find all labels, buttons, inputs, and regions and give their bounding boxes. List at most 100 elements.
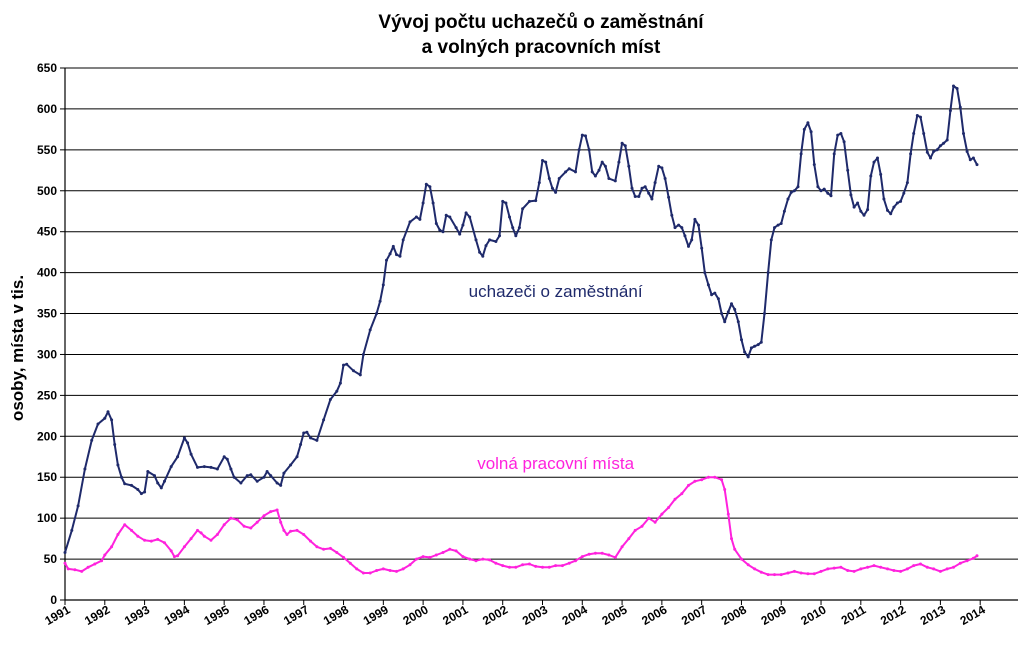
data-point bbox=[361, 353, 365, 356]
data-point bbox=[146, 470, 150, 473]
data-point bbox=[172, 555, 176, 559]
data-point bbox=[822, 187, 826, 191]
data-point bbox=[285, 533, 289, 536]
data-point bbox=[322, 418, 326, 422]
data-point bbox=[444, 213, 448, 217]
data-point bbox=[925, 565, 929, 569]
data-point bbox=[458, 232, 462, 236]
data-point bbox=[461, 223, 465, 227]
data-point bbox=[282, 528, 286, 532]
data-point bbox=[269, 474, 273, 478]
data-point bbox=[401, 567, 405, 571]
data-point bbox=[955, 87, 959, 90]
data-point bbox=[242, 524, 246, 528]
data-point bbox=[130, 483, 133, 487]
data-point bbox=[872, 160, 876, 164]
data-point bbox=[295, 528, 299, 532]
data-point bbox=[441, 551, 445, 554]
data-point bbox=[740, 338, 743, 342]
data-point bbox=[749, 346, 753, 350]
y-tick-labels: 0 50 100 150 200 250 300 350 400 450 500 550 600 650 bbox=[37, 61, 57, 607]
data-point bbox=[683, 234, 687, 238]
data-point bbox=[902, 191, 906, 195]
data-point bbox=[945, 567, 949, 571]
data-point bbox=[123, 523, 127, 527]
data-point bbox=[385, 258, 388, 262]
data-point bbox=[889, 212, 893, 216]
data-point bbox=[484, 244, 488, 248]
data-point bbox=[706, 283, 710, 287]
data-point bbox=[534, 564, 538, 568]
data-point bbox=[358, 373, 362, 377]
data-point bbox=[925, 150, 929, 154]
data-point bbox=[899, 199, 903, 203]
data-point bbox=[368, 328, 372, 332]
data-point bbox=[726, 310, 730, 314]
data-point bbox=[786, 197, 790, 201]
data-point bbox=[305, 430, 309, 434]
data-point bbox=[746, 355, 750, 359]
data-point bbox=[886, 567, 889, 571]
data-point bbox=[673, 497, 677, 501]
data-point bbox=[547, 177, 551, 180]
data-point bbox=[912, 564, 916, 568]
data-point bbox=[282, 471, 286, 475]
x-tick-label: 1992 bbox=[82, 602, 112, 628]
y-tick-label: 150 bbox=[37, 470, 57, 484]
chart-title-line-2: a volných pracovních míst bbox=[422, 37, 661, 58]
x-tick-label: 1997 bbox=[281, 602, 311, 628]
data-point bbox=[428, 555, 432, 559]
data-point bbox=[511, 226, 515, 230]
data-point bbox=[852, 569, 856, 573]
data-point bbox=[587, 148, 591, 152]
x-tick-label: 2005 bbox=[599, 602, 629, 628]
data-point bbox=[680, 226, 684, 230]
data-point bbox=[249, 526, 253, 530]
data-point bbox=[249, 473, 253, 477]
data-point bbox=[697, 223, 700, 227]
data-point bbox=[90, 438, 94, 442]
data-point bbox=[401, 238, 405, 242]
data-point bbox=[342, 555, 345, 559]
annotation-2: volná pracovní místa bbox=[477, 454, 634, 473]
data-point bbox=[225, 457, 229, 461]
data-point bbox=[593, 551, 597, 555]
data-point bbox=[434, 553, 438, 557]
data-point bbox=[186, 441, 190, 445]
data-point bbox=[574, 559, 577, 563]
data-point bbox=[209, 538, 213, 542]
data-point bbox=[670, 213, 674, 217]
data-point bbox=[454, 549, 458, 553]
data-point bbox=[958, 561, 962, 565]
data-point bbox=[720, 478, 724, 482]
data-point bbox=[597, 168, 601, 172]
data-point bbox=[660, 512, 664, 516]
data-point bbox=[136, 488, 140, 491]
data-point bbox=[968, 158, 972, 162]
data-point bbox=[527, 199, 531, 203]
x-tick-label: 1995 bbox=[202, 602, 232, 628]
data-point bbox=[733, 307, 737, 311]
data-point bbox=[508, 565, 511, 569]
series-annotations: uchazeči o zaměstnání volná pracovní míst… bbox=[469, 282, 643, 473]
data-point bbox=[650, 197, 654, 201]
data-point bbox=[796, 185, 800, 189]
data-point bbox=[501, 199, 505, 203]
x-tick-label: 1994 bbox=[162, 602, 192, 628]
data-point bbox=[640, 524, 644, 528]
data-point bbox=[912, 132, 916, 135]
data-point bbox=[663, 177, 667, 180]
data-point bbox=[120, 475, 123, 479]
data-point bbox=[96, 422, 100, 426]
data-point bbox=[653, 520, 657, 524]
data-point bbox=[541, 159, 544, 162]
data-point bbox=[766, 271, 770, 275]
data-point bbox=[199, 531, 203, 535]
y-tick-label: 0 bbox=[50, 593, 57, 607]
data-point bbox=[461, 555, 465, 559]
data-point bbox=[766, 573, 770, 577]
data-point bbox=[647, 191, 651, 195]
data-point bbox=[110, 545, 114, 549]
data-point bbox=[494, 561, 498, 565]
